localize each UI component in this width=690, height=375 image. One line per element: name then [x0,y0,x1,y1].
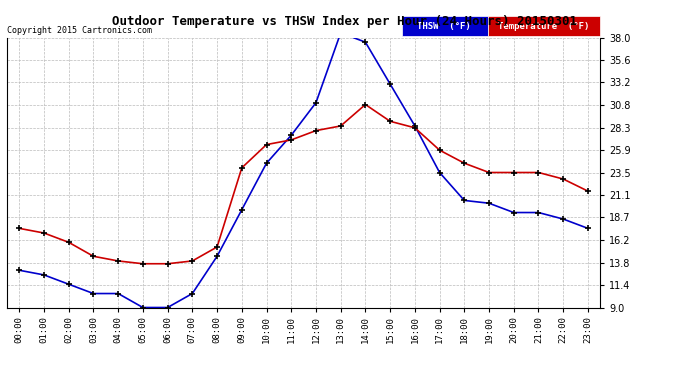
Text: Copyright 2015 Cartronics.com: Copyright 2015 Cartronics.com [7,26,152,35]
FancyBboxPatch shape [488,16,600,36]
Text: THSW  (°F): THSW (°F) [417,22,471,31]
FancyBboxPatch shape [402,16,488,36]
Text: Temperature  (°F): Temperature (°F) [498,22,590,31]
Text: Outdoor Temperature vs THSW Index per Hour (24 Hours) 20150301: Outdoor Temperature vs THSW Index per Ho… [112,15,578,28]
